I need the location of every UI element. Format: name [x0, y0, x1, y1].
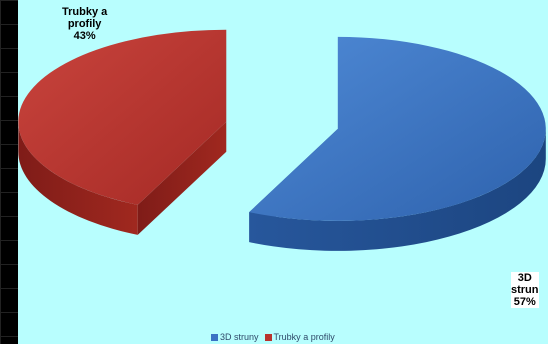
pie-slice-3d-struny	[249, 36, 546, 251]
pie-slice-trubky-a-profily	[18, 29, 227, 235]
pie-slice-side	[249, 128, 546, 251]
data-label-line: 3D	[517, 272, 532, 284]
legend-item-3d-struny: 3D struny	[211, 332, 259, 342]
data-label-trubky-a-profily: Trubky a profily 43%	[62, 6, 107, 42]
pie-chart	[18, 29, 546, 251]
pie-slice-top	[18, 29, 227, 205]
pie-slice-top	[249, 36, 546, 221]
data-label-line: profily	[67, 18, 102, 30]
data-label-line: strun	[511, 284, 539, 296]
legend-swatch-red	[264, 333, 272, 341]
data-label-line: 57%	[513, 296, 536, 308]
chart-area: 3D strun 57% Trubky a profily 43% 3D str…	[18, 0, 548, 344]
legend-label: 3D struny	[220, 332, 259, 342]
pie-slice-cut-wall	[137, 121, 227, 235]
legend-swatch-blue	[211, 333, 218, 341]
data-label-line: 43%	[73, 30, 96, 42]
data-label-3d-struny: 3D strun 57%	[511, 272, 539, 308]
legend-label: Trubky a profily	[273, 332, 335, 342]
legend-item-trubky-a-profily: Trubky a profily	[264, 332, 335, 342]
pie-slice-side	[18, 121, 138, 235]
data-label-line: Trubky a	[62, 6, 108, 18]
legend: 3D struny Trubky a profily	[211, 332, 335, 342]
